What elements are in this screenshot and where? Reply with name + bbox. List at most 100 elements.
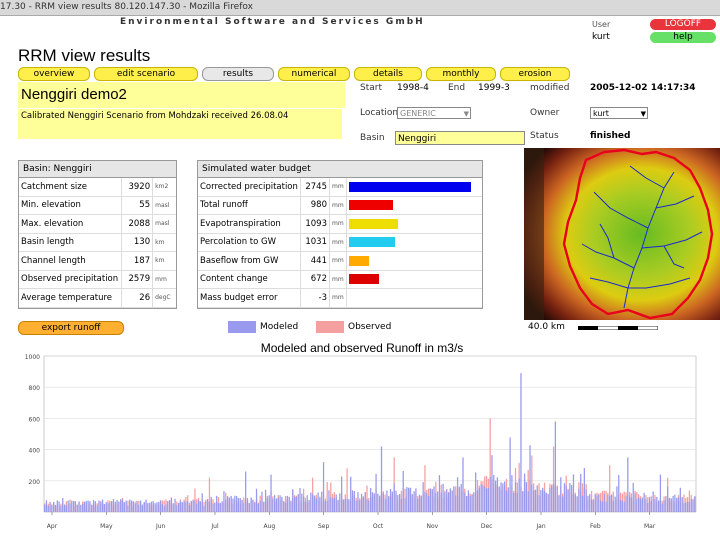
runoff-bar xyxy=(560,477,562,512)
runoff-bar xyxy=(288,496,290,512)
runoff-bar xyxy=(118,501,120,512)
basin-map[interactable] xyxy=(524,148,720,320)
runoff-bar xyxy=(688,490,691,512)
runoff-bar xyxy=(183,501,185,512)
runoff-bar xyxy=(125,500,127,512)
basin-row-value: 2579 xyxy=(120,270,153,289)
runoff-bar xyxy=(348,499,350,512)
runoff-bar xyxy=(382,493,384,512)
tab-results[interactable]: results xyxy=(202,67,274,81)
owner-select[interactable]: kurt ▼ xyxy=(590,107,648,119)
basin-row-label: Observed precipitation xyxy=(19,270,122,289)
runoff-bar xyxy=(353,491,355,512)
runoff-bar xyxy=(136,500,138,512)
runoff-bar xyxy=(328,490,330,512)
runoff-bar xyxy=(377,493,379,512)
basin-row: Basin length 130 km xyxy=(19,233,176,252)
runoff-bar xyxy=(607,494,609,512)
runoff-bar xyxy=(397,495,399,512)
runoff-bar xyxy=(677,497,680,512)
runoff-bar xyxy=(283,501,285,512)
runoff-bar xyxy=(408,487,410,512)
budget-row: Percolation to GW 1031 mm xyxy=(198,233,482,252)
runoff-bar xyxy=(147,503,149,512)
runoff-bar xyxy=(610,494,613,512)
tab-overview[interactable]: overview xyxy=(18,67,90,81)
tab-details[interactable]: details xyxy=(354,67,422,81)
x-tick-label: Aug xyxy=(263,523,275,530)
runoff-bar xyxy=(547,493,549,512)
runoff-bar xyxy=(598,494,600,512)
runoff-bar xyxy=(616,486,618,512)
runoff-bar xyxy=(420,496,422,512)
runoff-bar xyxy=(478,487,480,512)
runoff-bar xyxy=(252,499,254,512)
runoff-bar xyxy=(54,504,57,512)
runoff-bar xyxy=(138,504,140,512)
runoff-bar xyxy=(346,468,348,512)
legend-label-modeled: Modeled xyxy=(260,322,299,332)
y-tick-label: 1000 xyxy=(25,354,40,361)
runoff-bar xyxy=(507,487,509,512)
runoff-bar xyxy=(444,492,446,512)
runoff-bar xyxy=(375,473,377,512)
budget-row: Content change 672 mm xyxy=(198,270,482,289)
runoff-bar xyxy=(447,492,450,512)
runoff-bar xyxy=(170,497,173,512)
runoff-bar xyxy=(460,483,462,512)
runoff-bar xyxy=(112,499,115,512)
basin-input[interactable]: Nenggiri xyxy=(395,131,525,145)
tab-numerical[interactable]: numerical xyxy=(278,67,350,81)
runoff-bar xyxy=(214,502,216,512)
runoff-bar xyxy=(339,493,341,512)
runoff-bar xyxy=(634,493,636,512)
runoff-bar xyxy=(386,490,388,512)
export-runoff-button[interactable]: export runoff xyxy=(18,321,124,335)
runoff-bar xyxy=(49,502,51,512)
runoff-bar xyxy=(196,503,198,512)
logoff-button[interactable]: LOGOFF xyxy=(650,19,716,30)
runoff-bar xyxy=(341,476,343,512)
runoff-bar xyxy=(561,496,564,512)
runoff-bar xyxy=(422,482,424,512)
runoff-bar xyxy=(56,500,58,512)
tab-monthly[interactable]: monthly xyxy=(426,67,496,81)
basin-row-unit: masl xyxy=(152,214,176,234)
runoff-bar xyxy=(533,490,535,512)
runoff-bar xyxy=(538,495,540,512)
runoff-bar xyxy=(469,495,471,512)
chart-x-ticks: Apr May Jun Jul Aug Sep Oct Nov Dec Jan Feb Mar xyxy=(47,512,656,530)
runoff-bar xyxy=(134,503,136,512)
basin-row-unit: mm xyxy=(152,270,176,289)
runoff-bar xyxy=(62,497,64,512)
runoff-bar xyxy=(424,491,426,512)
location-select[interactable]: GENERIC ▼ xyxy=(397,107,471,119)
runoff-bar xyxy=(442,483,444,512)
runoff-bar xyxy=(395,490,397,512)
runoff-bar xyxy=(625,496,627,512)
runoff-bar xyxy=(272,498,274,512)
runoff-bar xyxy=(663,500,665,512)
runoff-bar xyxy=(654,499,656,512)
runoff-bar xyxy=(380,446,383,512)
x-tick-label: Dec xyxy=(481,523,493,530)
x-tick-label: Sep xyxy=(318,523,330,530)
budget-bar xyxy=(349,274,379,285)
runoff-bar xyxy=(176,505,178,512)
runoff-bar xyxy=(248,502,250,512)
runoff-bar xyxy=(279,495,281,512)
tab-erosion[interactable]: erosion xyxy=(500,67,570,81)
runoff-bar xyxy=(47,505,49,512)
runoff-bar xyxy=(292,489,294,512)
help-button[interactable]: help xyxy=(650,32,716,43)
runoff-bar xyxy=(159,500,162,512)
runoff-bar xyxy=(350,476,352,512)
runoff-bar xyxy=(266,498,269,512)
runoff-bar xyxy=(210,496,212,512)
runoff-bar xyxy=(531,455,533,512)
budget-row: Corrected precipitation 2745 mm xyxy=(198,178,482,197)
runoff-bar xyxy=(72,501,75,512)
tab-edit-scenario[interactable]: edit scenario xyxy=(94,67,198,81)
runoff-bar xyxy=(161,504,163,512)
basin-row-value: 2088 xyxy=(120,214,153,234)
